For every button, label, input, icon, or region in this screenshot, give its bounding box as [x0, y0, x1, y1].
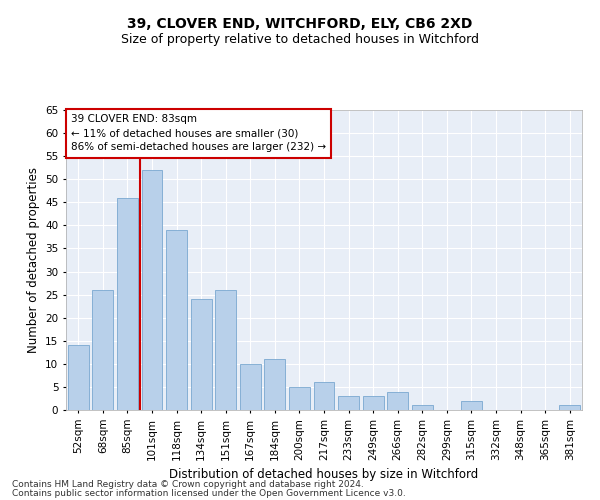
- Bar: [68, 346, 89, 410]
- Text: Size of property relative to detached houses in Witchford: Size of property relative to detached ho…: [121, 32, 479, 46]
- Text: 39, CLOVER END, WITCHFORD, ELY, CB6 2XD: 39, CLOVER END, WITCHFORD, ELY, CB6 2XD: [127, 18, 473, 32]
- Bar: [338, 396, 359, 410]
- Bar: [240, 364, 261, 410]
- Bar: [215, 290, 236, 410]
- Bar: [265, 359, 286, 410]
- Bar: [461, 401, 482, 410]
- Bar: [559, 406, 580, 410]
- Bar: [117, 198, 138, 410]
- Text: 39 CLOVER END: 83sqm
← 11% of detached houses are smaller (30)
86% of semi-detac: 39 CLOVER END: 83sqm ← 11% of detached h…: [71, 114, 326, 152]
- Bar: [362, 396, 383, 410]
- Bar: [191, 299, 212, 410]
- Bar: [289, 387, 310, 410]
- Y-axis label: Number of detached properties: Number of detached properties: [26, 167, 40, 353]
- Bar: [412, 406, 433, 410]
- X-axis label: Distribution of detached houses by size in Witchford: Distribution of detached houses by size …: [169, 468, 479, 481]
- Bar: [142, 170, 163, 410]
- Text: Contains HM Land Registry data © Crown copyright and database right 2024.: Contains HM Land Registry data © Crown c…: [12, 480, 364, 489]
- Text: Contains public sector information licensed under the Open Government Licence v3: Contains public sector information licen…: [12, 488, 406, 498]
- Bar: [166, 230, 187, 410]
- Bar: [314, 382, 334, 410]
- Bar: [92, 290, 113, 410]
- Bar: [387, 392, 408, 410]
